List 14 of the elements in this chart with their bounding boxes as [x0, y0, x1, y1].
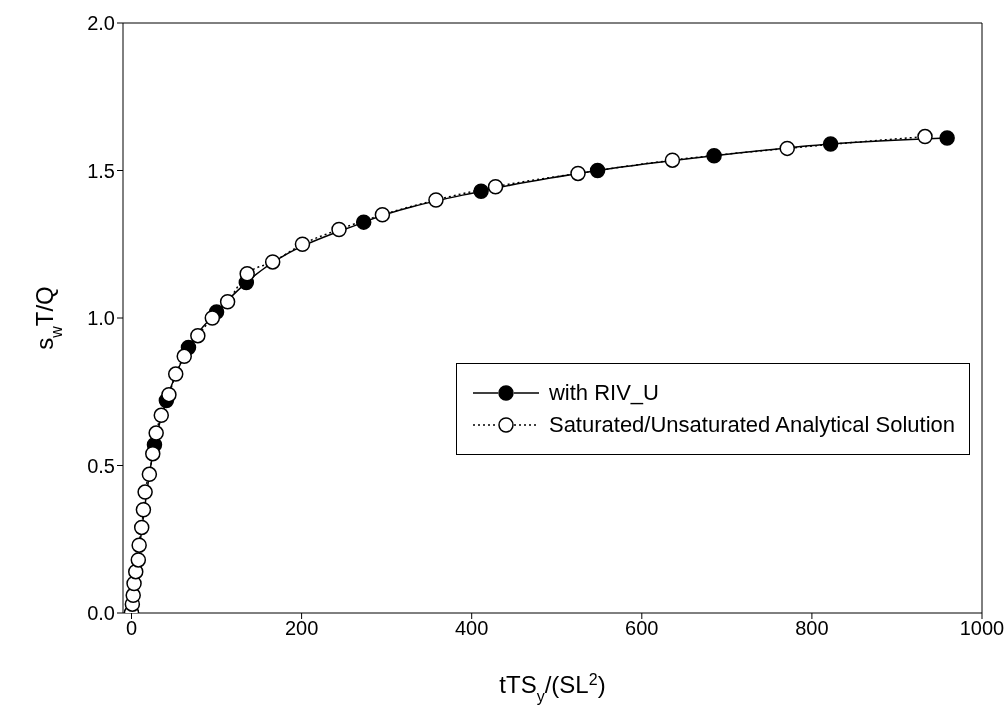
x-tick-label: 0	[125, 617, 138, 640]
x-axis-title: tTS$_{y}$/(SL$^{2}$)	[499, 670, 606, 705]
x-tick-label: 400	[455, 617, 489, 640]
x-tick-label: 1000	[959, 617, 1005, 640]
x-tick-label: 200	[284, 617, 319, 640]
legend-label: with RIV_U	[548, 380, 659, 406]
y-tick-label: 0.0	[87, 602, 115, 625]
y-tick-label: 2.0	[87, 12, 115, 35]
legend-label: Saturated/Unsaturated Analytical Solution	[548, 412, 955, 438]
x-tick-label: 600	[625, 617, 659, 640]
y-tick-label: 1.5	[87, 159, 115, 182]
x-tick-label: 800	[795, 617, 829, 640]
y-tick-label: 1.0	[87, 307, 115, 330]
y-tick-label: 0.5	[87, 454, 115, 477]
